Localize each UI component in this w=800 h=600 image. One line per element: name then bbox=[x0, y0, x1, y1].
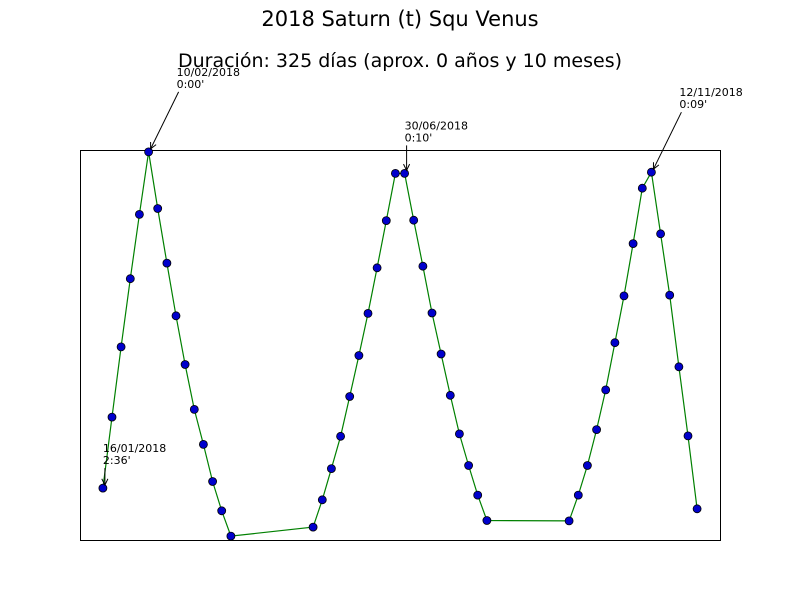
data-point bbox=[610, 338, 620, 348]
data-point bbox=[144, 147, 154, 157]
annotation-time: 0:10' bbox=[405, 131, 433, 144]
data-point bbox=[583, 461, 592, 470]
data-point bbox=[208, 477, 218, 486]
annotation-time: 0:00' bbox=[177, 78, 205, 91]
data-point bbox=[390, 168, 400, 178]
data-point bbox=[637, 183, 647, 193]
data-point bbox=[180, 360, 190, 369]
data-point bbox=[692, 504, 702, 514]
data-point bbox=[363, 308, 373, 318]
data-point bbox=[418, 261, 428, 271]
annotation-arrowhead bbox=[652, 162, 660, 171]
annotation-arrowhead bbox=[403, 163, 411, 172]
data-point bbox=[473, 490, 483, 500]
annotation-date: 16/01/2018 bbox=[103, 442, 166, 455]
annotation-time: 0:09' bbox=[679, 98, 707, 111]
data-point bbox=[656, 229, 665, 239]
data-point bbox=[683, 431, 693, 441]
data-point bbox=[308, 522, 318, 532]
data-point bbox=[198, 439, 208, 449]
data-point bbox=[482, 516, 492, 525]
annotation-date: 12/11/2018 bbox=[679, 86, 742, 99]
data-point bbox=[116, 342, 126, 352]
annotation-date: 10/02/2018 bbox=[177, 66, 240, 79]
data-point bbox=[107, 412, 117, 422]
plot-frame bbox=[80, 150, 721, 541]
data-point bbox=[665, 290, 675, 300]
data-point bbox=[381, 216, 391, 226]
data-point bbox=[400, 168, 410, 178]
data-point bbox=[171, 311, 181, 321]
annotation-date: 30/06/2018 bbox=[405, 119, 468, 132]
data-point bbox=[336, 431, 346, 441]
data-point bbox=[153, 204, 163, 213]
data-point bbox=[134, 209, 144, 219]
data-point bbox=[226, 531, 236, 541]
data-point bbox=[445, 390, 455, 400]
data-point bbox=[573, 490, 583, 500]
data-point bbox=[436, 349, 446, 359]
data-point bbox=[345, 392, 355, 401]
data-point bbox=[326, 464, 336, 474]
data-point bbox=[317, 495, 327, 505]
data-point bbox=[409, 215, 419, 225]
data-point bbox=[162, 258, 172, 268]
annotation-arrow bbox=[150, 91, 180, 150]
data-point bbox=[98, 483, 108, 493]
data-point bbox=[619, 291, 629, 301]
data-point bbox=[217, 506, 227, 516]
chart-subtitle: Duración: 325 días (aprox. 0 años y 10 m… bbox=[177, 50, 623, 72]
data-point bbox=[674, 362, 684, 372]
data-point bbox=[372, 263, 382, 273]
data-point bbox=[592, 425, 601, 435]
chart-title: 2018 Saturn (t) Squ Venus bbox=[261, 7, 539, 31]
annotation-arrowhead bbox=[101, 478, 109, 487]
data-point bbox=[454, 429, 464, 439]
annotation-arrow bbox=[652, 111, 682, 170]
annotation-arrowhead bbox=[150, 142, 157, 150]
data-point bbox=[628, 239, 638, 249]
data-point bbox=[125, 274, 135, 284]
data-point bbox=[189, 404, 199, 414]
series-line bbox=[102, 151, 698, 537]
annotation-time: 2:36' bbox=[103, 454, 131, 467]
data-point bbox=[464, 461, 474, 470]
data-point bbox=[647, 167, 656, 177]
data-point bbox=[354, 351, 364, 360]
data-point bbox=[564, 516, 574, 526]
data-point bbox=[601, 385, 611, 395]
data-point bbox=[427, 308, 437, 318]
